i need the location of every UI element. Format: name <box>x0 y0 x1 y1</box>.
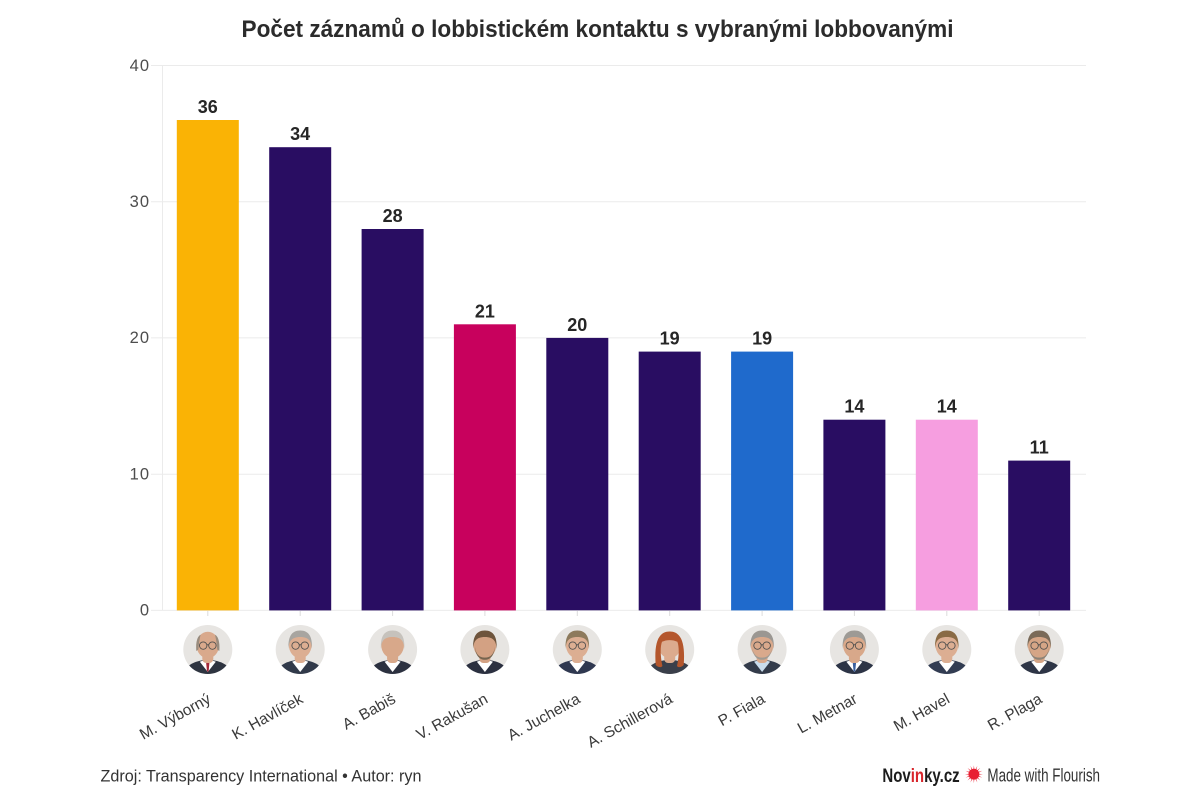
svg-text:11: 11 <box>1030 438 1049 458</box>
svg-text:21: 21 <box>475 301 495 321</box>
svg-text:34: 34 <box>290 124 310 144</box>
svg-text:30: 30 <box>130 193 150 211</box>
svg-text:14: 14 <box>844 397 864 417</box>
svg-text:Počet záznamů o lobbistickém k: Počet záznamů o lobbistickém kontaktu s … <box>242 16 954 43</box>
svg-text:10: 10 <box>130 466 150 484</box>
svg-text:19: 19 <box>660 329 680 349</box>
svg-text:36: 36 <box>198 97 218 117</box>
svg-text:19: 19 <box>752 329 772 349</box>
svg-text:Zdroj: Transparency Internatio: Zdroj: Transparency International • Auto… <box>101 767 422 786</box>
svg-text:40: 40 <box>130 57 150 75</box>
svg-text:0: 0 <box>140 602 150 620</box>
svg-text:Novinky.cz: Novinky.cz <box>882 765 959 786</box>
svg-text:20: 20 <box>130 329 150 347</box>
svg-text:20: 20 <box>567 315 587 335</box>
svg-text:28: 28 <box>383 206 403 226</box>
svg-text:Made with Flourish: Made with Flourish <box>987 766 1100 786</box>
svg-text:14: 14 <box>937 397 957 417</box>
